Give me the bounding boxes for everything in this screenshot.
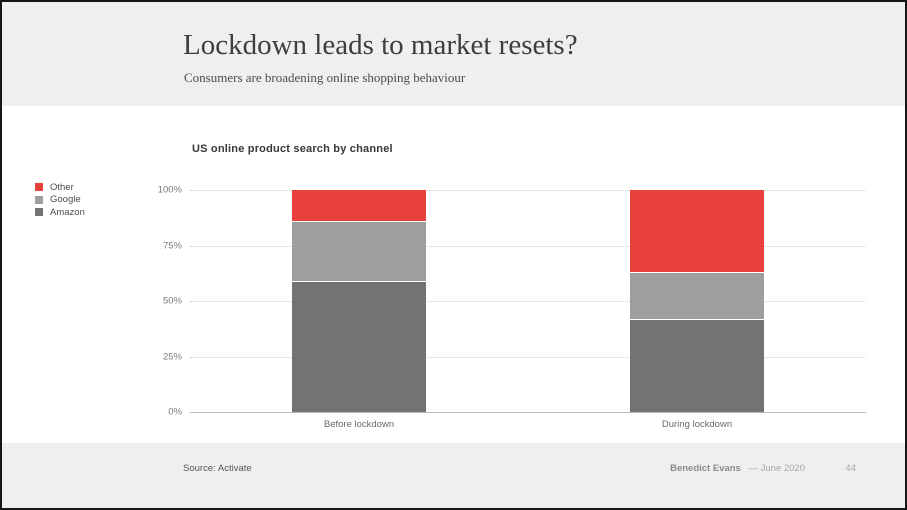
legend-swatch-amazon [35,208,43,217]
chart-legend: Other Google Amazon [35,181,85,219]
date-label: — June 2020 [748,463,805,474]
gridline-100 [190,190,866,191]
segment-google-before-lockdown [292,221,426,282]
author-credit: Benedict Evans — June 2020 [670,463,805,474]
segment-other-before-lockdown [292,190,426,222]
page-number: 44 [845,463,856,474]
legend-label-google: Google [50,194,81,206]
source-label: Source: Activate [183,463,252,474]
y-tick-label-50: 50% [162,295,182,307]
legend-item-amazon: Amazon [35,206,85,219]
slide-header: Lockdown leads to market resets? Consume… [2,2,905,106]
legend-label-amazon: Amazon [50,206,85,218]
author-name: Benedict Evans [670,463,741,474]
bar-during-lockdown [630,190,764,412]
chart-plot-area: 0% 25% 50% 75% 100% Before lockdown During loc… [158,185,866,430]
legend-swatch-other [35,183,43,192]
y-tick-label-75: 75% [162,240,182,251]
y-tick-label-25: 25% [162,351,182,362]
x-category-label-before-lockdown: Before lockdown [323,419,395,430]
segment-amazon-before-lockdown [292,281,426,412]
legend-item-google: Google [35,194,85,207]
gridline-75 [190,245,866,247]
segment-amazon-during-lockdown [630,318,764,412]
legend-label-other: Other [50,181,74,193]
slide-footer: Source: Activate Benedict Evans — June 2… [2,443,905,508]
y-tick-label-0: 0% [168,406,182,418]
segment-other-during-lockdown [630,190,764,273]
chart-title: US online product search by channel [192,143,393,155]
gridline-25 [190,356,866,358]
slide-subtitle: Consumers are broadening online shopping… [184,70,466,85]
segment-google-during-lockdown [630,272,764,319]
bar-before-lockdown [292,190,426,412]
slide-title: Lockdown leads to market resets? [183,29,578,61]
legend-item-other: Other [35,181,85,194]
gridline-50 [190,301,866,302]
legend-swatch-google [35,195,43,204]
x-axis-line [190,412,866,413]
y-tick-label-100: 100% [157,184,182,196]
x-category-label-during-lockdown: During lockdown [661,419,733,430]
